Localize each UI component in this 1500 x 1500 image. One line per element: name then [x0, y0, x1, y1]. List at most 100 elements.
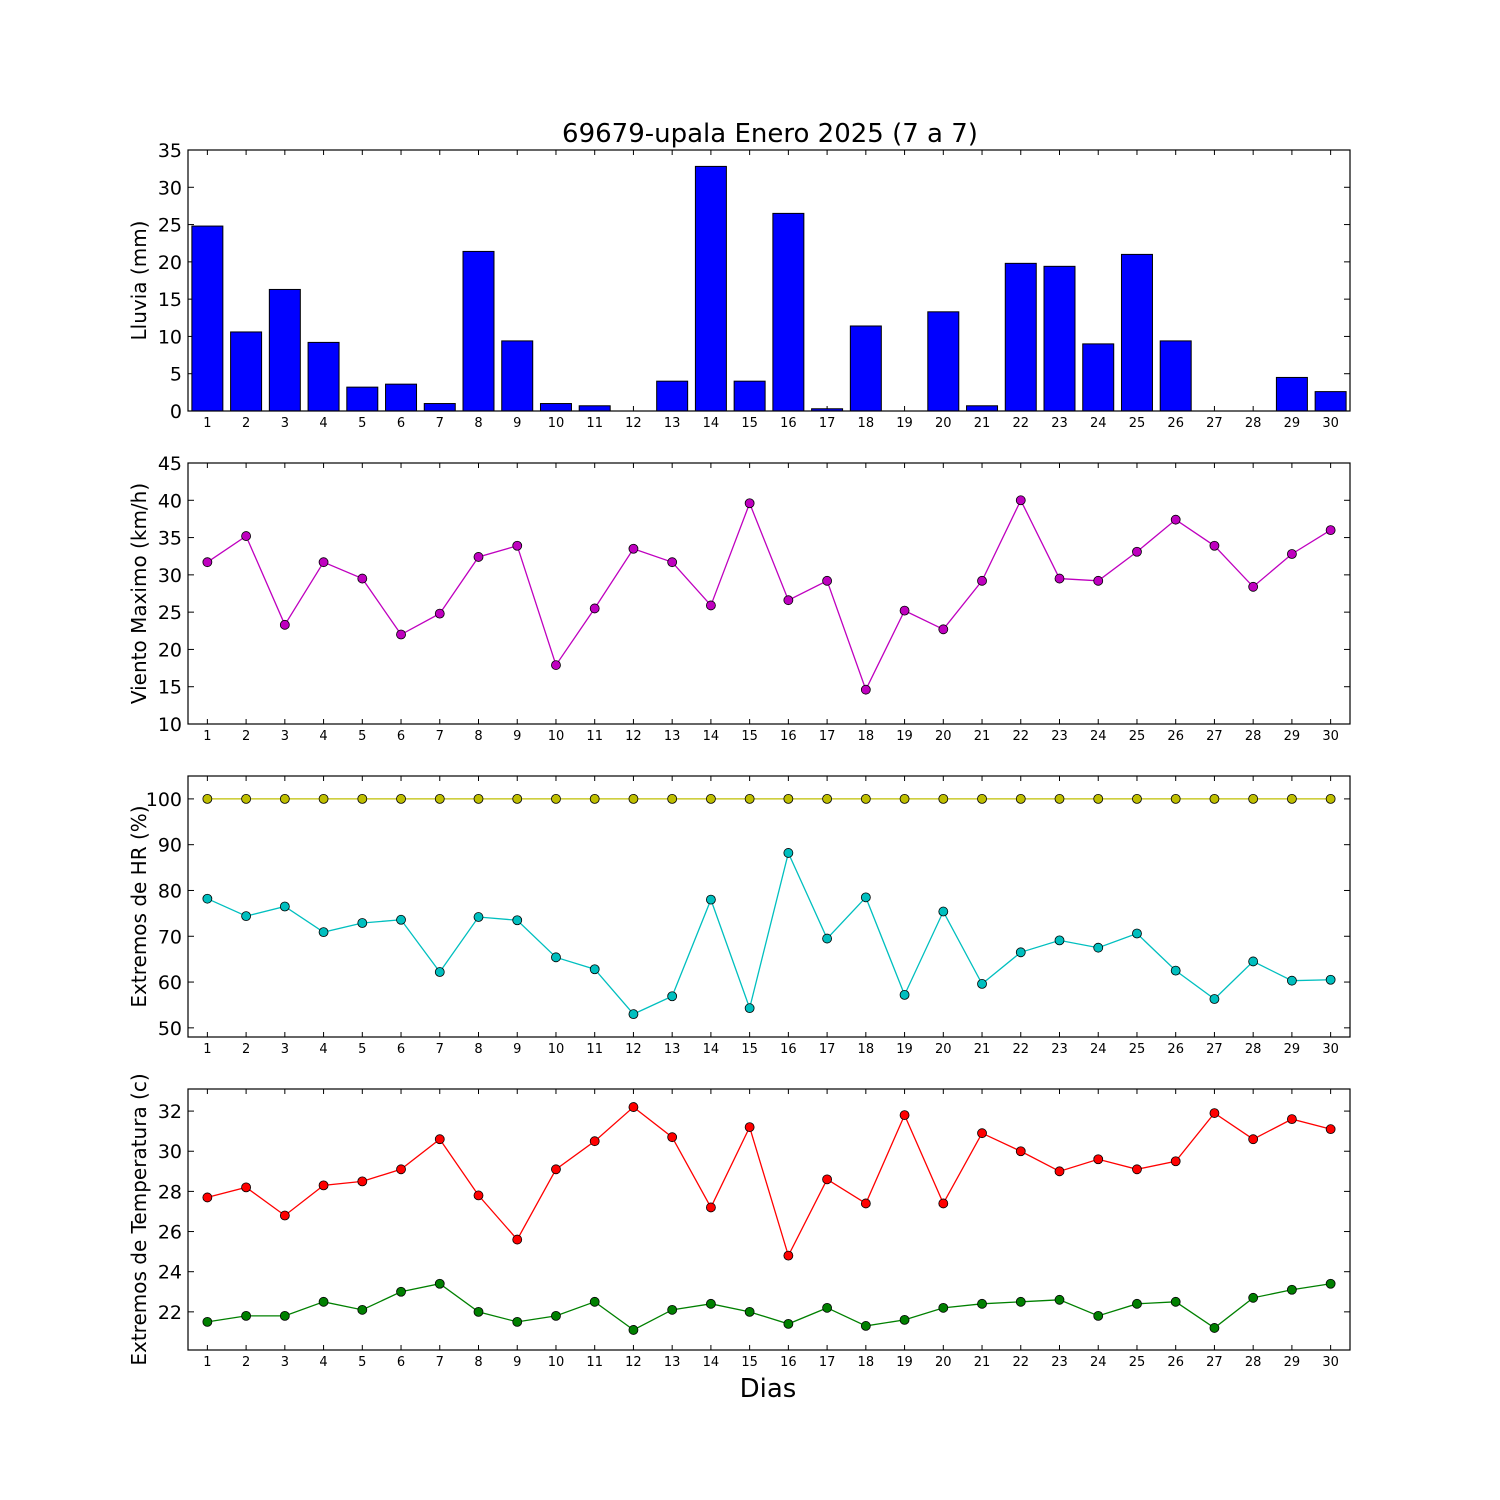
x-tick-label: 26 [1167, 729, 1184, 744]
bar-day-25 [1120, 253, 1153, 412]
point-s2-day-5 [357, 918, 368, 928]
bar-day-15 [733, 380, 766, 412]
point-s2-day-12 [628, 1325, 639, 1335]
x-tick-label: 12 [625, 1042, 642, 1057]
x-tick-label: 26 [1167, 1355, 1184, 1370]
y-tick-label: 70 [158, 926, 182, 948]
x-tick-label: 25 [1129, 1355, 1146, 1370]
point-s2-day-25 [1132, 1298, 1142, 1309]
bar-day-9 [501, 340, 534, 412]
point-s1-day-26 [1170, 793, 1181, 804]
y-tick-label: 10 [158, 326, 182, 348]
point-s1-day-4 [318, 1180, 329, 1191]
point-s1-day-12 [628, 793, 639, 804]
x-tick-label: 9 [513, 416, 521, 431]
bar-day-18 [849, 325, 882, 412]
x-tick-label: 22 [1012, 1042, 1029, 1057]
point-s1-day-1 [202, 793, 213, 804]
bar-day-2 [230, 331, 263, 412]
y-tick-label: 45 [158, 453, 182, 475]
point-s2-day-18 [860, 892, 871, 903]
x-tick-label: 9 [513, 1355, 521, 1370]
bar-day-20 [927, 311, 960, 412]
point-s1-day-15 [744, 1122, 755, 1133]
x-tick-label: 14 [703, 1355, 720, 1370]
point-s2-day-13 [667, 991, 678, 1002]
x-tick-label: 21 [974, 1042, 991, 1057]
series-line-1 [207, 498, 1331, 692]
x-tick-label: 29 [1284, 1042, 1301, 1057]
point-s1-day-27 [1209, 793, 1220, 804]
point-s2-day-20 [938, 1302, 949, 1313]
x-tick-label: 1 [203, 416, 211, 431]
point-s1-day-28 [1248, 581, 1259, 592]
point-s2-day-17 [822, 1302, 832, 1313]
x-tick-label: 13 [664, 1355, 681, 1370]
point-s1-day-29 [1287, 549, 1297, 559]
point-s2-day-2 [241, 911, 252, 922]
point-s2-day-10 [551, 952, 561, 963]
x-tick-label: 6 [397, 1042, 405, 1057]
bar-day-11 [578, 405, 611, 412]
y-axis-title: Lluvia (mm) [127, 221, 151, 341]
x-tick-label: 14 [703, 416, 720, 431]
x-tick-label: 20 [935, 416, 952, 431]
point-s2-day-7 [434, 1278, 445, 1289]
point-s1-day-14 [706, 1202, 716, 1213]
y-tick-label: 40 [158, 490, 182, 512]
x-tick-label: 18 [858, 729, 875, 744]
x-tick-label: 24 [1090, 416, 1107, 431]
point-s2-day-29 [1287, 1284, 1297, 1295]
point-s1-day-19 [899, 1110, 910, 1120]
bar-day-21 [966, 405, 999, 412]
point-s1-day-2 [241, 793, 252, 804]
x-tick-label: 7 [436, 1042, 444, 1057]
point-s1-day-21 [977, 1128, 987, 1139]
y-tick-label: 90 [158, 835, 182, 857]
x-tick-label: 22 [1012, 729, 1029, 744]
y-tick-label: 80 [158, 880, 182, 902]
x-tick-label: 3 [281, 416, 289, 431]
y-tick-label: 20 [158, 252, 182, 274]
point-s1-day-17 [822, 793, 832, 804]
point-s1-day-27 [1209, 540, 1220, 551]
point-s1-day-14 [706, 600, 716, 611]
x-tick-label: 12 [625, 729, 642, 744]
x-tick-label: 19 [896, 1355, 913, 1370]
point-s1-day-16 [783, 595, 794, 606]
point-s2-day-25 [1132, 928, 1142, 939]
point-s1-day-3 [279, 619, 290, 630]
x-tick-label: 13 [664, 416, 681, 431]
point-s2-day-21 [977, 978, 987, 989]
point-s1-day-2 [241, 531, 252, 541]
point-s1-day-15 [744, 793, 755, 804]
point-s1-day-15 [744, 498, 755, 509]
point-s2-day-2 [241, 1310, 252, 1321]
point-s2-day-4 [318, 927, 329, 938]
point-s2-day-3 [279, 901, 290, 912]
plot-frame [187, 462, 1351, 725]
point-s2-day-24 [1093, 942, 1104, 953]
point-s1-day-14 [706, 793, 716, 804]
point-s1-day-28 [1248, 1134, 1259, 1145]
x-tick-label: 21 [974, 729, 991, 744]
point-s2-day-11 [589, 1296, 600, 1307]
x-tick-label: 3 [281, 729, 289, 744]
bar-day-6 [385, 383, 418, 412]
point-s2-day-1 [202, 893, 213, 904]
x-tick-label: 25 [1129, 1042, 1146, 1057]
x-tick-label: 23 [1051, 1355, 1068, 1370]
y-tick-label: 35 [158, 528, 182, 550]
x-tick-label: 16 [780, 1042, 797, 1057]
point-s1-day-25 [1132, 1164, 1142, 1175]
point-s1-day-8 [473, 793, 484, 804]
y-tick-label: 10 [158, 714, 182, 736]
bar-day-1 [191, 225, 224, 412]
point-s1-day-22 [1015, 495, 1026, 506]
point-s1-day-19 [899, 793, 910, 804]
x-tick-label: 22 [1012, 1355, 1029, 1370]
y-tick-label: 32 [158, 1101, 182, 1123]
y-tick-label: 30 [158, 1141, 182, 1163]
point-s1-day-23 [1054, 1166, 1065, 1177]
